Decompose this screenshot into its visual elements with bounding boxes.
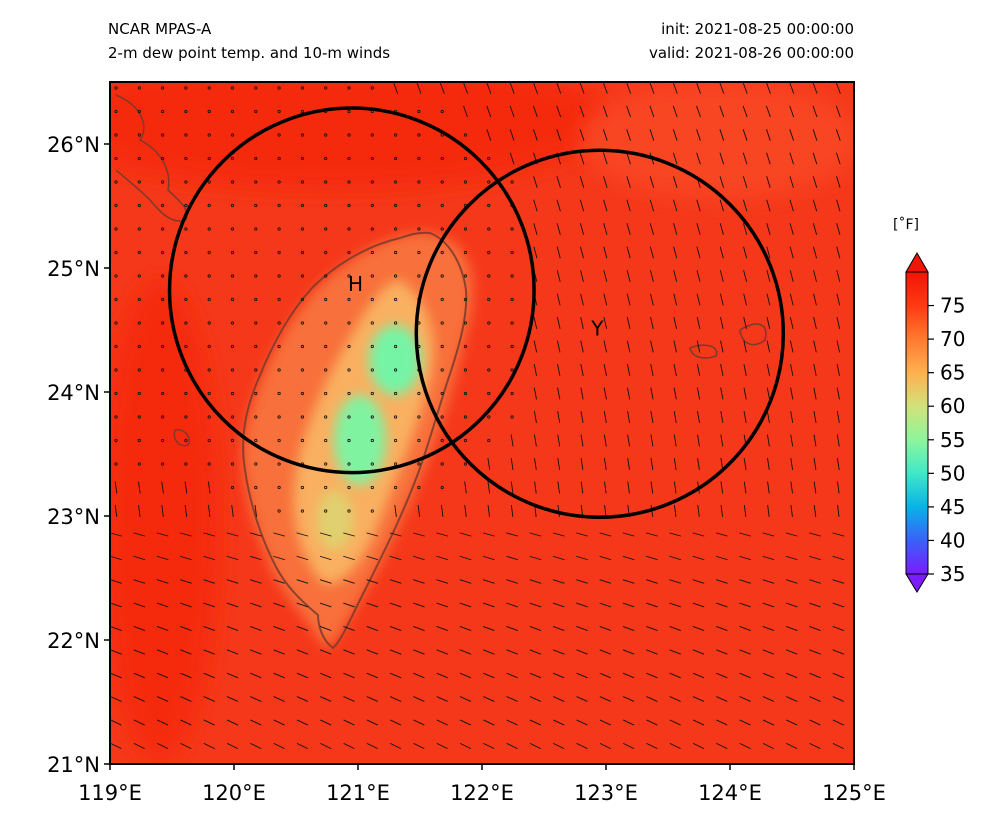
colorbar-tick-label: 35 (940, 562, 965, 586)
colorbar-tick-label: 45 (940, 495, 965, 519)
model-title: NCAR MPAS-A (108, 20, 212, 38)
circle-y (414, 148, 786, 519)
lat-axis: 21°N 22°N 23°N 24°N 25°N 26°N (47, 133, 110, 777)
valid-time: valid: 2021-08-26 00:00:00 (648, 44, 854, 62)
colorbar-tick-label: 70 (940, 327, 965, 351)
circle-h (167, 106, 536, 475)
penghu-coastline (173, 429, 190, 447)
colorbar-tick-label: 75 (940, 294, 965, 318)
island-coastline-1 (689, 344, 718, 359)
colorbar-top-arrow (905, 252, 929, 273)
marker-label-y: Y (590, 317, 604, 341)
colorbar-tick-label: 65 (940, 361, 965, 385)
colorbar: 35 40 45 50 55 60 65 70 75 (905, 252, 965, 593)
mountain-core-field (369, 325, 421, 395)
island-coastline-2 (739, 323, 767, 346)
north-sea-field (110, 82, 610, 190)
mainland-coastline (115, 94, 188, 222)
lon-tick-label: 119°E (78, 781, 142, 805)
map-field (110, 82, 854, 764)
colorbar-unit: [˚F] (893, 217, 919, 233)
colorbar-bottom-arrow (905, 573, 929, 593)
colorbar-tick-label: 40 (940, 528, 965, 552)
lon-tick-label: 124°E (698, 781, 762, 805)
colorbar-tick-label: 60 (940, 394, 965, 418)
lat-tick-label: 21°N (47, 753, 100, 777)
field-subtitle: 2-m dew point temp. and 10-m winds (108, 44, 391, 62)
lon-tick-label: 125°E (822, 781, 886, 805)
lat-tick-label: 26°N (47, 133, 100, 157)
colorbar-body (905, 271, 929, 575)
colorbar-tick-label: 55 (940, 428, 965, 452)
taiwan-coastline (242, 231, 468, 650)
wind-vectors (110, 82, 845, 750)
lon-tick-label: 121°E (326, 781, 390, 805)
colorbar-tick-label: 50 (940, 461, 965, 485)
lon-axis: 119°E 120°E 121°E 122°E 123°E 124°E 125°E (78, 764, 886, 805)
lat-tick-label: 24°N (47, 381, 100, 405)
lon-tick-label: 123°E (574, 781, 638, 805)
lon-tick-label: 120°E (202, 781, 266, 805)
marker-label-h: H (348, 272, 363, 296)
init-time: init: 2021-08-25 00:00:00 (661, 20, 854, 38)
lon-tick-label: 122°E (450, 781, 514, 805)
lat-tick-label: 23°N (47, 505, 100, 529)
lat-tick-label: 22°N (47, 629, 100, 653)
lat-tick-label: 25°N (47, 257, 100, 281)
